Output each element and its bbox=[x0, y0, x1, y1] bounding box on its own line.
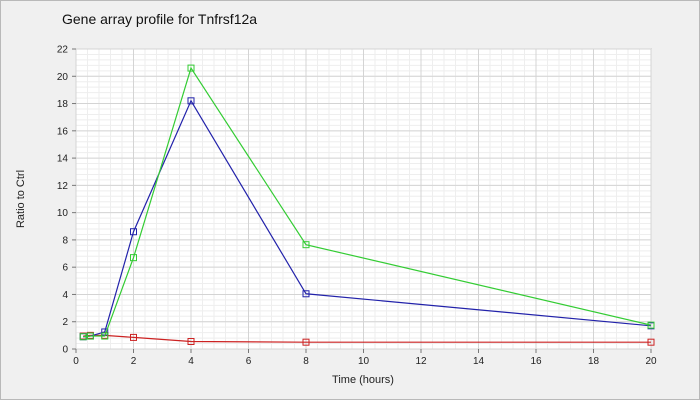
series-line-0 bbox=[83, 334, 651, 343]
series-2-point bbox=[130, 254, 137, 262]
series-1-point bbox=[302, 290, 310, 298]
y-tick-label: 14 bbox=[57, 154, 69, 165]
series-0-point bbox=[130, 333, 137, 341]
series-layer bbox=[79, 64, 655, 346]
x-tick-label: 6 bbox=[246, 356, 252, 367]
series-2-point bbox=[647, 321, 655, 329]
x-tick-label: 0 bbox=[73, 356, 79, 367]
series-2-point bbox=[79, 333, 87, 341]
y-tick-label: 10 bbox=[57, 208, 69, 219]
x-tick-label: 10 bbox=[358, 356, 370, 367]
series-0-point bbox=[302, 338, 310, 346]
series-1-point bbox=[130, 228, 137, 236]
series-0-point bbox=[647, 338, 655, 346]
y-axis-label: Ratio to Ctrl bbox=[15, 170, 27, 228]
y-tick-label: 18 bbox=[57, 99, 69, 110]
chart-title: Gene array profile for Tnfrsf12a bbox=[62, 11, 258, 27]
series-2-point bbox=[86, 332, 94, 340]
series-0-point bbox=[187, 338, 195, 345]
x-tick-label: 20 bbox=[645, 356, 657, 367]
y-axis-ticks: 0 2 4 6 8 10 12 14 16 18 20 22 bbox=[57, 45, 76, 356]
x-axis-ticks: 0 2 4 6 8 10 12 14 16 18 20 bbox=[73, 349, 657, 367]
x-tick-label: 2 bbox=[131, 356, 137, 367]
series-2-point bbox=[101, 332, 109, 340]
y-tick-label: 4 bbox=[62, 290, 68, 301]
y-tick-label: 8 bbox=[62, 235, 68, 246]
y-tick-label: 22 bbox=[57, 45, 69, 56]
series-2-point bbox=[187, 64, 195, 72]
series-1-point bbox=[187, 97, 195, 105]
y-tick-label: 2 bbox=[62, 317, 68, 328]
y-tick-label: 0 bbox=[62, 345, 68, 356]
x-tick-label: 12 bbox=[415, 356, 427, 367]
y-tick-label: 12 bbox=[57, 181, 69, 192]
series-2-point bbox=[302, 241, 310, 249]
series-line-2 bbox=[83, 66, 652, 338]
x-tick-label: 4 bbox=[188, 356, 194, 367]
y-tick-label: 6 bbox=[62, 263, 68, 274]
x-tick-label: 16 bbox=[530, 356, 542, 367]
x-tick-label: 14 bbox=[473, 356, 485, 367]
x-axis-label: Time (hours) bbox=[332, 374, 394, 386]
x-tick-label: 18 bbox=[588, 356, 600, 367]
y-tick-label: 20 bbox=[57, 72, 69, 83]
y-tick-label: 16 bbox=[57, 126, 69, 137]
x-tick-label: 8 bbox=[303, 356, 309, 367]
